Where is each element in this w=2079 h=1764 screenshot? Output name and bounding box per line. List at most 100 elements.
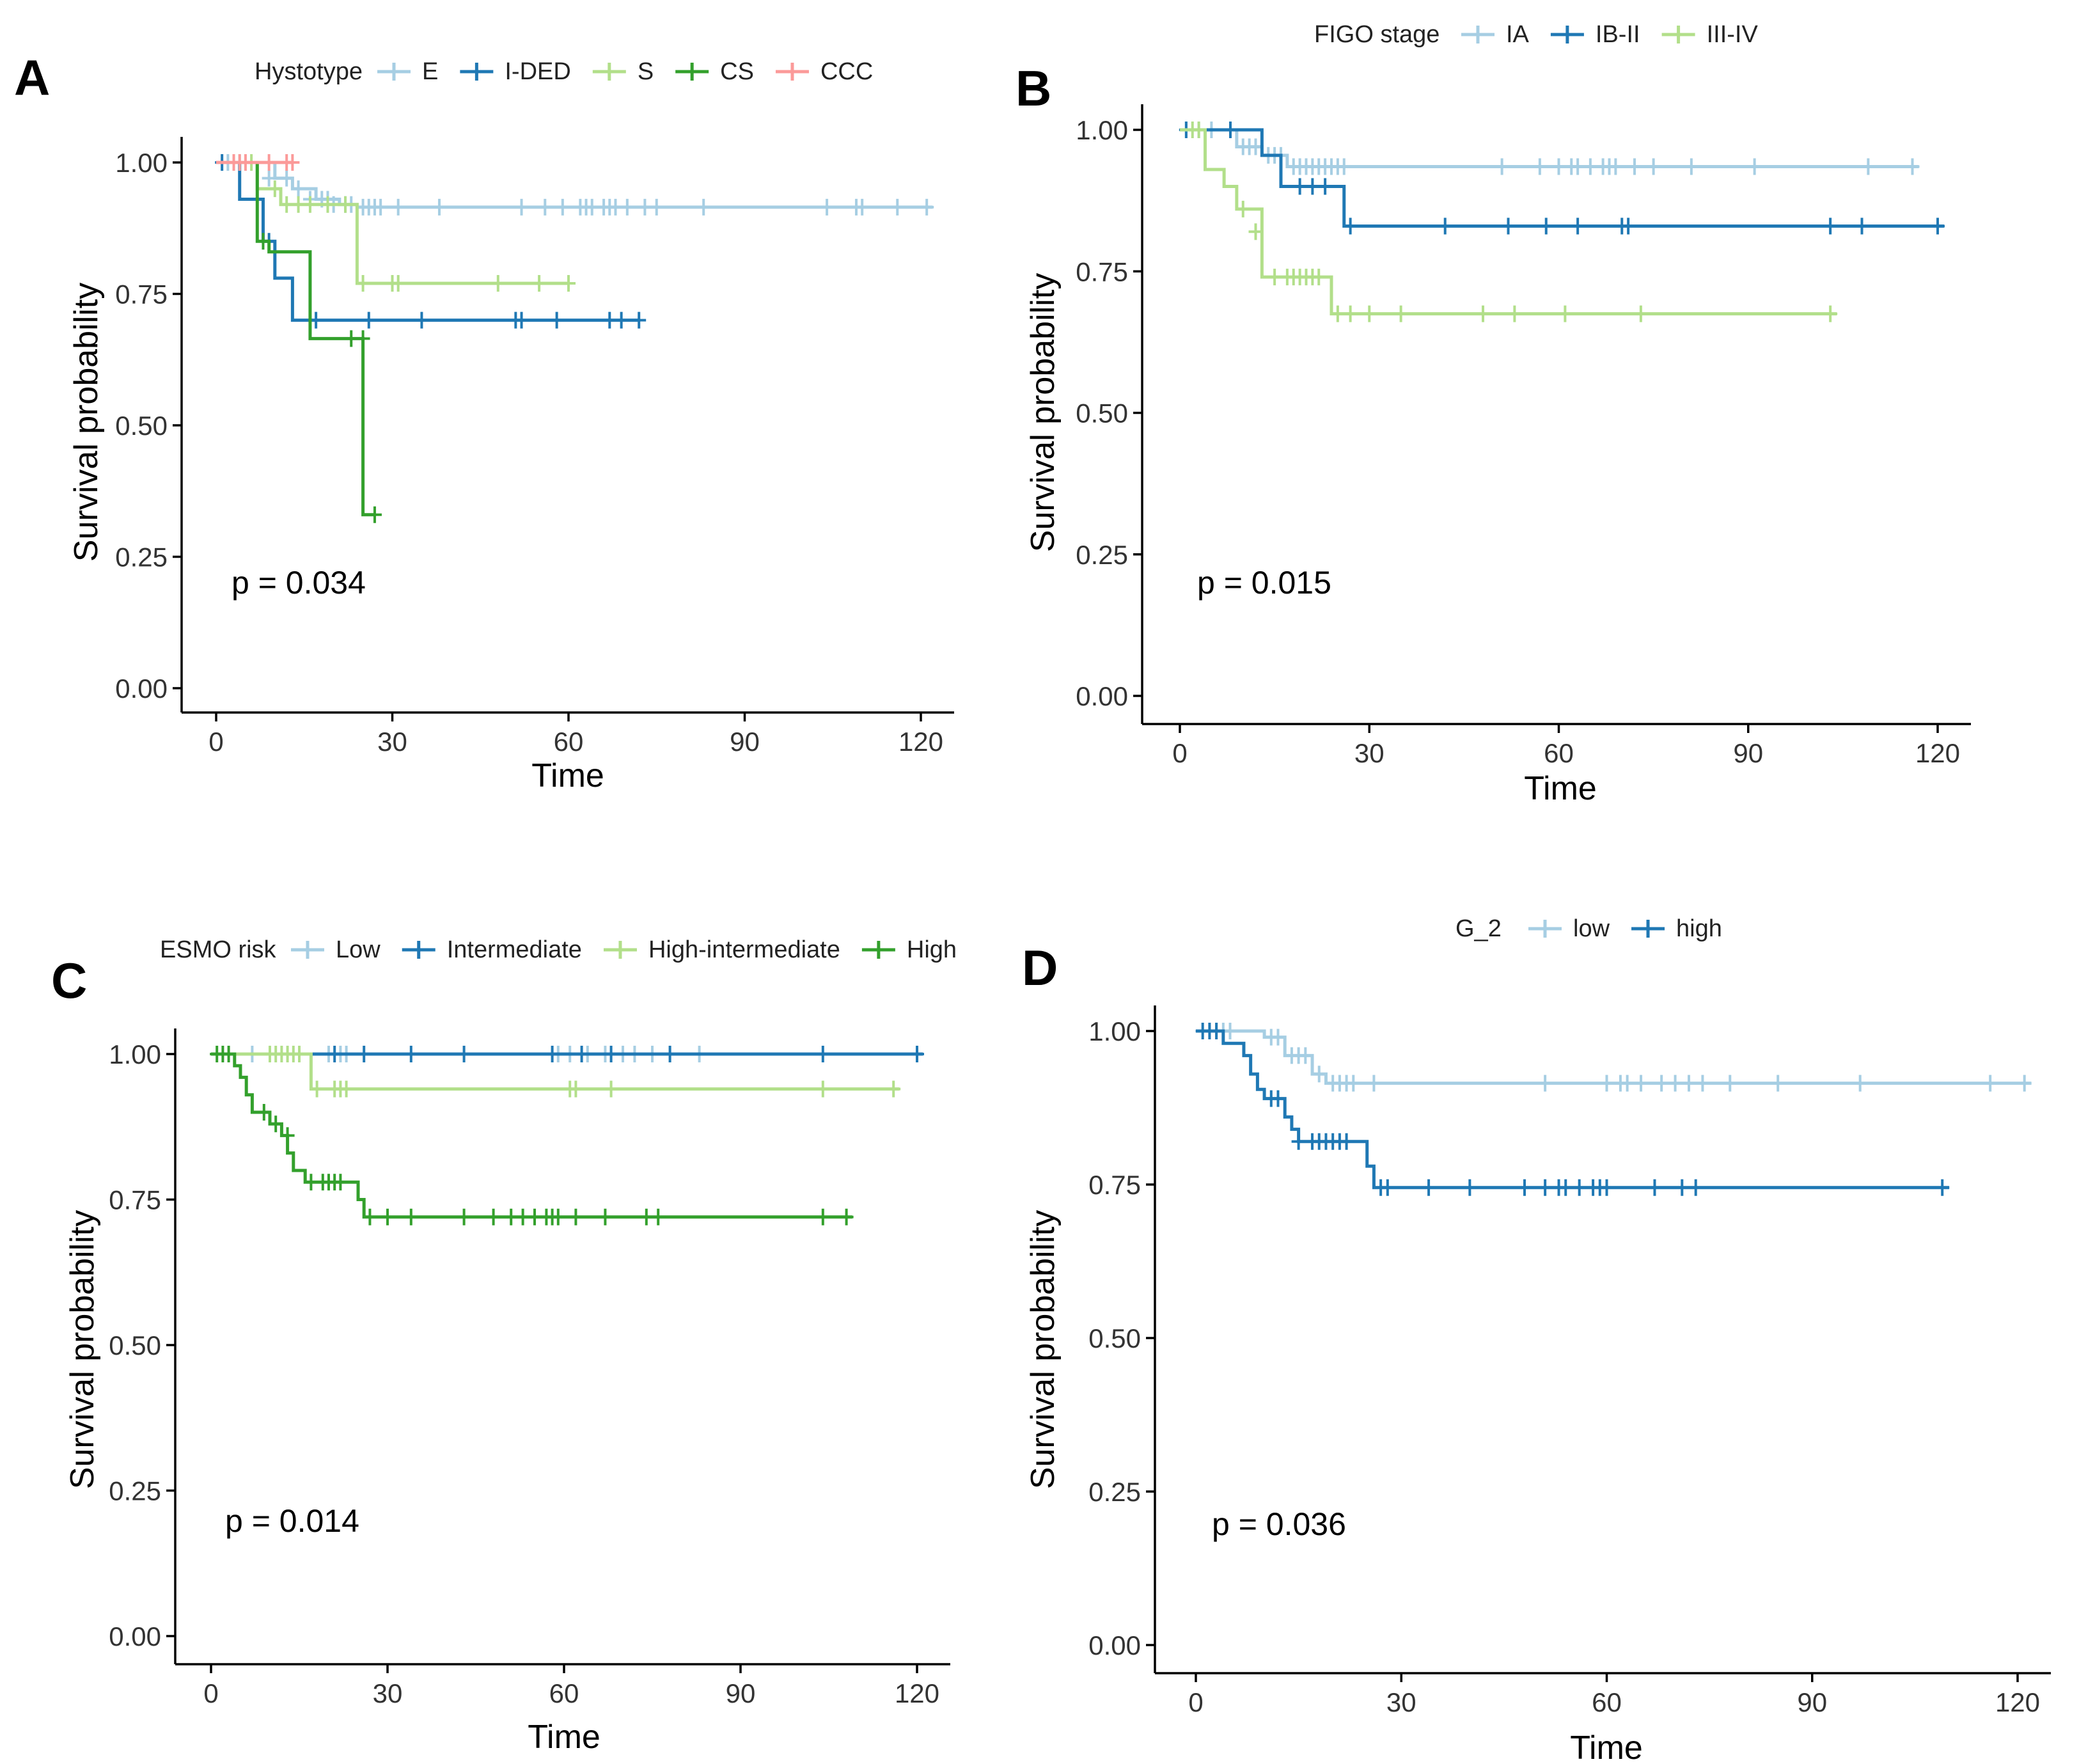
panel-d-y-tick-label: 0.75 xyxy=(1088,1170,1141,1200)
panel-a-legend-label-e: E xyxy=(422,58,438,85)
panel-b-censor-iii-iv xyxy=(1558,305,1573,322)
panel-a-plot: 0 30 60 90 120 0.00 0.25 0.50 0.75 1.00 xyxy=(115,137,954,757)
panel-d-x-tick-label: 30 xyxy=(1386,1687,1416,1717)
panel-a-censor-s xyxy=(267,180,282,198)
panel-d-legend-title: G_2 xyxy=(1455,915,1502,942)
panel-a-censor-cs xyxy=(344,330,359,347)
panel-a-legend-key-cs xyxy=(675,63,709,81)
panel-b-censor-iii-iv xyxy=(1507,305,1522,322)
panel-a-censor-e xyxy=(555,198,570,216)
panel-c-censor-intermediate xyxy=(663,1046,677,1062)
panel-c-censor-high-intermediate xyxy=(815,1080,830,1098)
panel-c-censor-high xyxy=(815,1208,830,1225)
panel-d-x-tick-label: 60 xyxy=(1592,1687,1622,1717)
panel-c-censor-high xyxy=(256,1104,271,1121)
panel-b-censor-iii-iv xyxy=(1362,305,1377,322)
panel-c-censor-high-intermediate xyxy=(604,1080,618,1098)
panel-d-y-tick-label: 0.50 xyxy=(1088,1323,1141,1353)
panel-b-curve-ib-ii xyxy=(1180,128,1944,228)
panel-b-censor-ib-ii xyxy=(1223,122,1237,138)
panel-d-censor-high xyxy=(1675,1179,1690,1196)
panel-c-legend: Low Intermediate High-intermediate High xyxy=(291,936,957,963)
panel-b-x-title: Time xyxy=(1524,770,1597,807)
panel-b-censor-iii-iv xyxy=(1823,305,1838,322)
panel-c-legend-key-high-intermediate xyxy=(603,941,637,959)
panel-d-censor-high xyxy=(1291,1133,1306,1150)
panel-a-censor-cs xyxy=(256,233,271,250)
panel-c-censor-high xyxy=(280,1127,295,1144)
panel-a-censor-e xyxy=(920,198,934,216)
panel-c-legend-label-high-intermediate: High-intermediate xyxy=(648,936,840,963)
panel-c-censor-high xyxy=(333,1174,348,1191)
panel-a-censor-e xyxy=(514,198,529,216)
panel-c-censor-intermediate xyxy=(357,1046,372,1062)
panel-c-censor-high xyxy=(639,1208,654,1225)
panel-c-censor-high xyxy=(380,1208,395,1225)
panel-a-censor-i-ded xyxy=(602,311,617,329)
panel-a-censor-s xyxy=(338,196,353,213)
panel-b: B FIGO stage IA IB-II III-IV 0 30 60 90 120 0.0… xyxy=(1016,21,1971,807)
panel-d-legend: low high xyxy=(1528,915,1722,942)
panel-a-x-tick-label: 90 xyxy=(730,727,760,757)
panel-d-censor-high xyxy=(1647,1179,1662,1196)
panel-c-censor-high xyxy=(304,1174,318,1191)
panel-c: C ESMO risk Low Intermediate High-intermed… xyxy=(51,936,957,1756)
panel-d-censor-low xyxy=(1367,1075,1381,1092)
panel-b-y-tick-label: 0.25 xyxy=(1076,540,1128,570)
panel-c-label: C xyxy=(51,952,87,1009)
panel-d-pvalue: p = 0.036 xyxy=(1212,1506,1346,1542)
panel-a-legend-label-cs: CS xyxy=(720,58,754,85)
panel-a-label: A xyxy=(14,49,50,106)
panel-b-censor-ia xyxy=(1628,158,1642,175)
panel-a-censor-e xyxy=(890,198,905,216)
panel-c-curve-high xyxy=(211,1052,852,1219)
panel-c-censor-high-intermediate xyxy=(569,1080,583,1098)
panel-a-x-title: Time xyxy=(531,757,604,794)
panel-b-censor-ib-ii xyxy=(1621,217,1636,235)
panel-c-x-tick-label: 60 xyxy=(549,1678,579,1708)
panel-b-y-title: Survival probability xyxy=(1024,273,1062,552)
panel-b-legend-key-iii-iv xyxy=(1661,26,1695,43)
panel-b-censor-ib-ii xyxy=(1571,217,1585,235)
panel-c-censor-intermediate xyxy=(327,1046,342,1062)
panel-a-censor-e xyxy=(373,198,388,216)
panel-a-censor-i-ded xyxy=(549,311,564,329)
panel-d-censor-high xyxy=(1688,1179,1703,1196)
panel-b-censor-iii-iv xyxy=(1476,305,1490,322)
panel-a-y-tick-label: 0.25 xyxy=(115,542,168,572)
panel-c-x-tick-label: 0 xyxy=(203,1678,218,1708)
panel-b-censor-ia xyxy=(1337,158,1351,175)
panel-b-censor-ib-ii xyxy=(1539,217,1553,235)
panel-a-censor-s xyxy=(532,275,547,292)
panel-d-censor-high xyxy=(1380,1179,1395,1196)
panel-d-censor-low xyxy=(1298,1047,1313,1064)
panel-d-y-tick-label: 0.25 xyxy=(1088,1477,1141,1507)
panel-a-censor-cs xyxy=(356,330,370,347)
panel-c-legend-key-high xyxy=(861,941,895,959)
panel-b-legend-label-ia: IA xyxy=(1506,21,1530,48)
panel-c-censor-high xyxy=(486,1208,501,1225)
panel-c-x-tick-label: 90 xyxy=(726,1678,756,1708)
panel-b-label: B xyxy=(1016,60,1051,116)
panel-b-x-tick-label: 120 xyxy=(1915,738,1960,768)
panel-d-censor-high xyxy=(1558,1179,1573,1196)
panel-b-y-tick-label: 0.50 xyxy=(1076,398,1128,429)
panel-a-censor-ccc xyxy=(238,154,253,171)
panel-d-censor-high xyxy=(1463,1179,1477,1196)
panel-c-censor-intermediate xyxy=(910,1046,924,1062)
panel-a-censor-e xyxy=(696,198,711,216)
panel-c-censor-high xyxy=(839,1208,854,1225)
panel-c-censor-high xyxy=(528,1208,542,1225)
panel-a-pvalue: p = 0.034 xyxy=(231,565,366,601)
panel-a-y-tick-label: 0.50 xyxy=(115,411,168,441)
panel-c-censor-high xyxy=(457,1208,471,1225)
panel-b-censor-ia xyxy=(1532,158,1547,175)
panel-a-censor-i-ded xyxy=(614,311,629,329)
panel-a-censor-s xyxy=(356,275,370,292)
panel-a-legend-title: Hystotype xyxy=(255,58,363,85)
panel-c-censor-high-intermediate xyxy=(310,1080,324,1098)
panel-a-censor-s xyxy=(391,275,405,292)
panel-d-censor-low xyxy=(1695,1075,1710,1092)
panel-b-y-tick-label: 0.00 xyxy=(1076,681,1128,711)
